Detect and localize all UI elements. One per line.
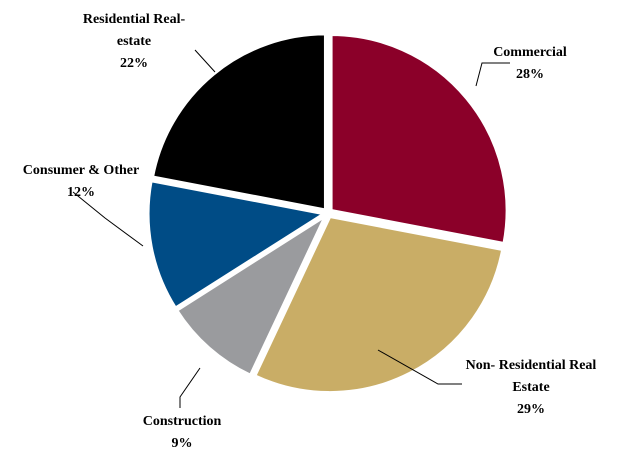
slice-percent-label: 12%: [67, 185, 95, 200]
pie-slice-residential-real-estate: [151, 32, 327, 212]
pie-slices: [146, 32, 509, 395]
pie-slice-commercial: [329, 32, 509, 245]
pie-slice-non-residential-real-estate: [253, 215, 505, 395]
leader-line-non-residential-real-estate: [377, 349, 462, 385]
slice-name-label: estate: [117, 34, 151, 49]
slice-label-construction: Construction 9%: [143, 414, 222, 449]
slice-labels: Commercial 28% Non- Residential Real Estate…: [23, 12, 597, 449]
leader-line-residential-real-estate: [194, 49, 216, 73]
slice-name-label: Estate: [512, 380, 549, 395]
slice-label-commercial: Commercial 28%: [493, 45, 567, 82]
slice-label-residential-real-estate: Residential Real-estate 22%: [83, 12, 186, 71]
slice-percent-label: 22%: [120, 56, 148, 71]
slice-name-label: Consumer & Other: [23, 163, 139, 178]
leader-line-consumer-other: [72, 191, 144, 247]
pie-slice-construction: [175, 214, 327, 377]
slice-label-consumer-other: Consumer & Other 12%: [23, 163, 139, 200]
slice-label-non-residential-real-estate: Non- Residential Real Estate 29%: [466, 358, 597, 417]
leader-line-construction: [179, 367, 201, 408]
slice-percent-label: 29%: [517, 402, 545, 417]
slice-percent-label: 28%: [516, 67, 544, 82]
slice-name-label: Residential Real-: [83, 12, 186, 27]
slice-name-label: Commercial: [493, 45, 567, 60]
slice-percent-label: 9%: [172, 436, 193, 449]
slice-name-label: Non- Residential Real: [466, 358, 597, 373]
leader-lines: [72, 49, 510, 408]
leader-line-commercial: [475, 62, 510, 87]
pie-slice-consumer-other: [146, 179, 326, 310]
slice-name-label: Construction: [143, 414, 222, 429]
